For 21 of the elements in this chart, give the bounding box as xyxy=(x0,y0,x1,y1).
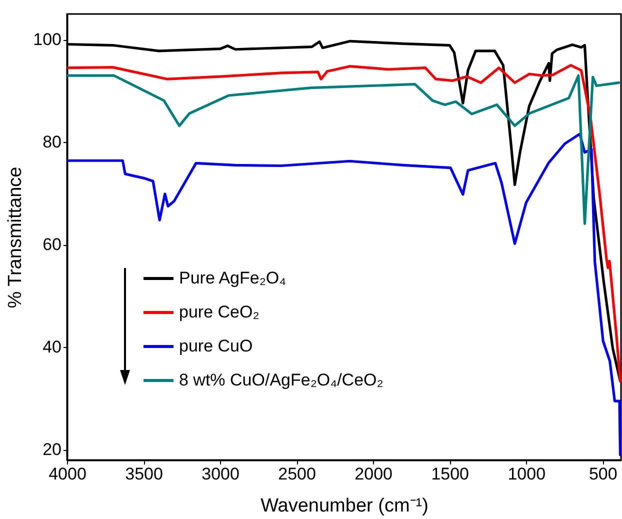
y-tick-label: 40 xyxy=(42,338,62,357)
x-tick-label: 1500 xyxy=(431,464,470,484)
y-tick-label: 100 xyxy=(33,30,62,50)
x-tick-label: 2500 xyxy=(278,464,316,484)
y-tick-label: 20 xyxy=(42,440,62,460)
x-tick-label: 2000 xyxy=(354,464,392,484)
x-tick-label: 3000 xyxy=(202,464,240,484)
x-tick-label: 3500 xyxy=(125,464,163,484)
legend-label: pure CuO xyxy=(179,336,253,356)
y-tick-label: 80 xyxy=(42,132,62,152)
x-tick-label: 1000 xyxy=(508,464,546,484)
x-tick-label: 4000 xyxy=(48,464,86,484)
y-axis-title: % Transmittance xyxy=(5,166,26,308)
x-tick-label: 500 xyxy=(588,464,618,484)
line-series xyxy=(67,74,620,225)
legend-label: 8 wt% CuO/AgFe₂O₄/CeO₂ xyxy=(179,370,384,390)
x-axis-title: Wavenumber (cm⁻¹) xyxy=(260,496,428,516)
legend-label: Pure AgFe₂O₄ xyxy=(179,268,286,288)
y-tick-label: 60 xyxy=(42,235,62,254)
legend-label: pure CeO₂ xyxy=(179,302,260,322)
line-series xyxy=(67,132,621,456)
